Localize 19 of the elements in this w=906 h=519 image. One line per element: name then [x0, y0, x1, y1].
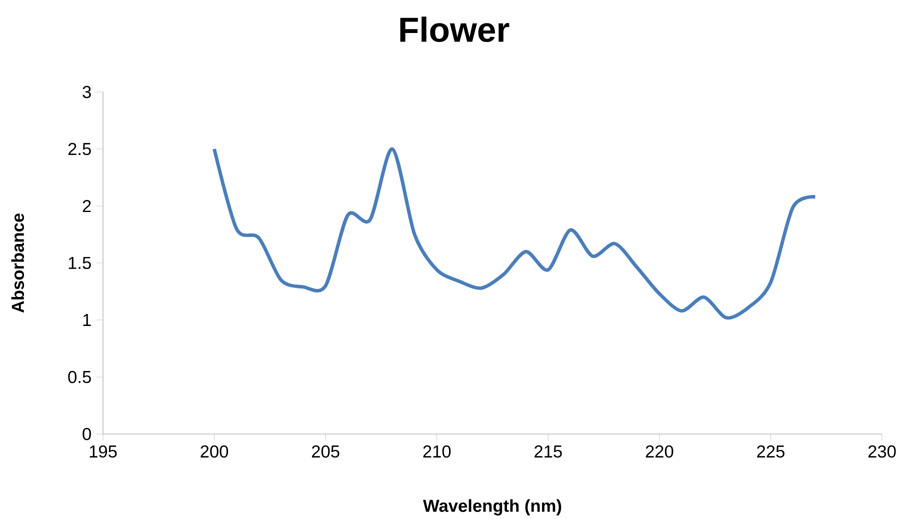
x-tick-label: 225 [757, 445, 784, 458]
y-tick-label: 0 [82, 428, 91, 440]
x-tick-label: 220 [646, 445, 674, 458]
x-tick-label: 200 [200, 445, 228, 458]
x-tick-label: 210 [423, 445, 451, 458]
y-tick-label: 2.5 [68, 142, 91, 156]
x-axis-title: Wavelength (nm) [423, 499, 562, 516]
x-tick-label: 230 [868, 445, 896, 458]
y-tick-label: 3 [82, 86, 91, 98]
chart-title: Flower [400, 16, 510, 42]
y-tick-label: 2 [82, 200, 91, 212]
x-tick-label: 195 [90, 445, 117, 458]
line-series [212, 147, 817, 320]
y-axis-title: Absorbance [11, 214, 24, 313]
x-tick-label: 215 [534, 445, 562, 458]
y-tick-label: 0.5 [68, 370, 91, 384]
y-tick-label: 1 [83, 314, 91, 326]
x-tick-label: 205 [312, 445, 340, 458]
y-tick-label: 1.5 [68, 256, 91, 270]
